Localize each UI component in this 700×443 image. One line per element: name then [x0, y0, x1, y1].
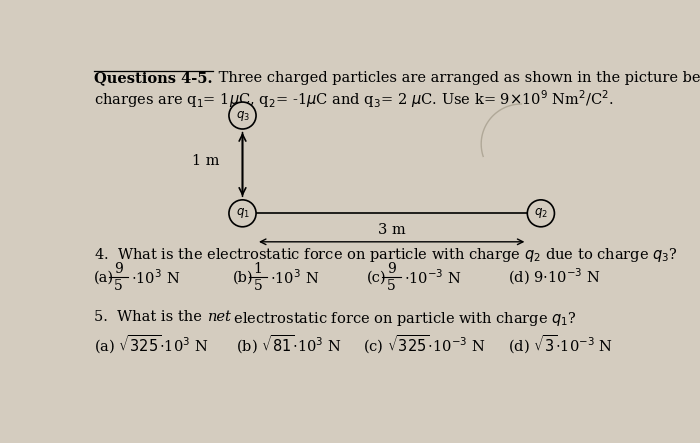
Text: 5: 5 [253, 279, 262, 293]
Text: (d) $\sqrt{3}$$\cdot$10$^{-3}$ N: (d) $\sqrt{3}$$\cdot$10$^{-3}$ N [508, 333, 612, 355]
Text: $q_1$: $q_1$ [235, 206, 249, 220]
Text: (c) $\sqrt{325}$$\cdot$10$^{-3}$ N: (c) $\sqrt{325}$$\cdot$10$^{-3}$ N [363, 333, 485, 355]
Text: 3 m: 3 m [378, 223, 405, 237]
Text: net: net [208, 310, 232, 323]
Text: 5: 5 [387, 279, 395, 293]
Text: charges are q$_1$= 1$\mu$C, q$_2$= -1$\mu$C and q$_3$= 2 $\mu$C. Use k= 9$\times: charges are q$_1$= 1$\mu$C, q$_2$= -1$\m… [94, 89, 614, 110]
Text: 9: 9 [114, 262, 123, 276]
Text: 1: 1 [253, 262, 262, 276]
Text: (b) $\sqrt{81}$$\cdot$10$^3$ N: (b) $\sqrt{81}$$\cdot$10$^3$ N [237, 333, 342, 355]
Text: 5.  What is the: 5. What is the [94, 310, 206, 323]
Text: electrostatic force on particle with charge $q_1$?: electrostatic force on particle with cha… [230, 310, 577, 327]
Circle shape [229, 102, 256, 129]
Text: Three charged particles are arranged as shown in the picture below. Their: Three charged particles are arranged as … [214, 71, 700, 85]
Circle shape [527, 200, 554, 227]
Text: (a) $\sqrt{325}$$\cdot$10$^3$ N: (a) $\sqrt{325}$$\cdot$10$^3$ N [94, 333, 208, 355]
Text: (b): (b) [233, 270, 254, 284]
Text: 4.  What is the electrostatic force on particle with charge $q_2$ due to charge : 4. What is the electrostatic force on pa… [94, 246, 678, 264]
Circle shape [229, 200, 256, 227]
Text: $\cdot$10$^3$ N: $\cdot$10$^3$ N [131, 268, 180, 287]
Text: 1 m: 1 m [192, 154, 219, 167]
Text: 9: 9 [387, 262, 395, 276]
Text: 5: 5 [114, 279, 123, 293]
Text: (c): (c) [367, 270, 386, 284]
Text: Questions 4-5.: Questions 4-5. [94, 71, 212, 85]
Text: (a): (a) [94, 270, 114, 284]
Text: $q_2$: $q_2$ [534, 206, 548, 220]
Text: $\cdot$10$^{-3}$ N: $\cdot$10$^{-3}$ N [404, 268, 461, 287]
Text: $\cdot$10$^3$ N: $\cdot$10$^3$ N [270, 268, 320, 287]
Text: $q_3$: $q_3$ [235, 109, 249, 123]
Text: (d) 9$\cdot$10$^{-3}$ N: (d) 9$\cdot$10$^{-3}$ N [508, 267, 600, 288]
